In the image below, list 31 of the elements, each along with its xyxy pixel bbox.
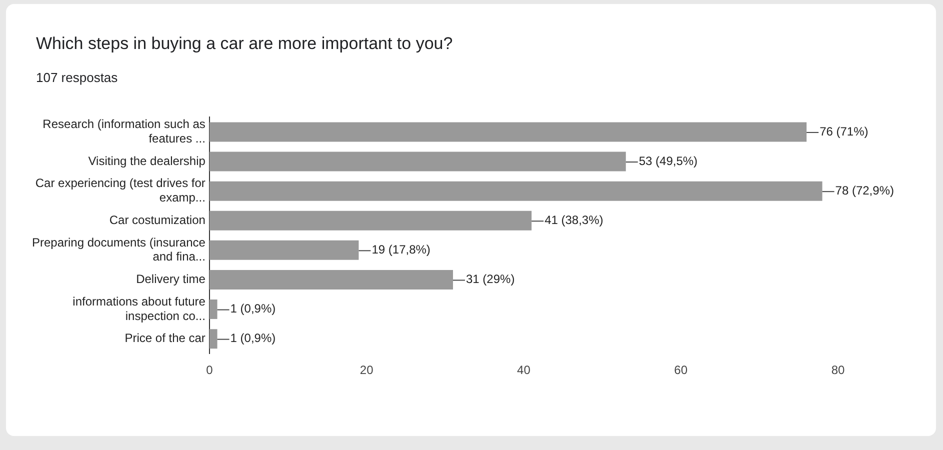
y-tick-label: Car costumization [109,212,206,227]
y-tick-label: Delivery time [136,272,206,286]
bar [209,240,359,260]
y-tick-label: Research (information such as features ... [42,117,206,146]
bar [209,152,626,172]
data-label: 41 (38,3%) [544,212,604,227]
x-tick-label: 80 [831,363,845,378]
bar [209,300,218,320]
bar [209,181,822,201]
bar [209,122,807,142]
bar [209,329,218,349]
x-tick-label: 60 [674,363,688,378]
data-label: 76 (71%) [820,124,868,138]
chart-title: Which steps in buying a car are more important to you? [36,34,453,54]
data-label: 53 (49,5%) [638,154,698,168]
y-tick-label: Car experiencing (test drives for examp... [35,176,206,205]
data-label: 1 (0,9%) [230,302,276,316]
data-label: 78 (72,9%) [835,183,894,198]
y-tick-label: informations about future inspection co... [72,294,206,323]
text: 107 respostas [36,70,118,85]
data-label: 1 (0,9%) [230,331,276,346]
x-tick-label: 20 [360,363,374,378]
bar [209,210,532,230]
data-label: 19 (17,8%) [372,242,430,256]
x-tick-label: 40 [517,363,531,378]
data-label: 31 (29%) [466,272,515,286]
y-tick-label: Preparing documents (insurance and fina... [32,235,206,264]
bar [209,270,453,290]
x-tick-label: 0 [206,363,214,378]
y-tick-label: Price of the car [124,331,206,346]
y-tick-label: Visiting the dealership [88,154,206,168]
